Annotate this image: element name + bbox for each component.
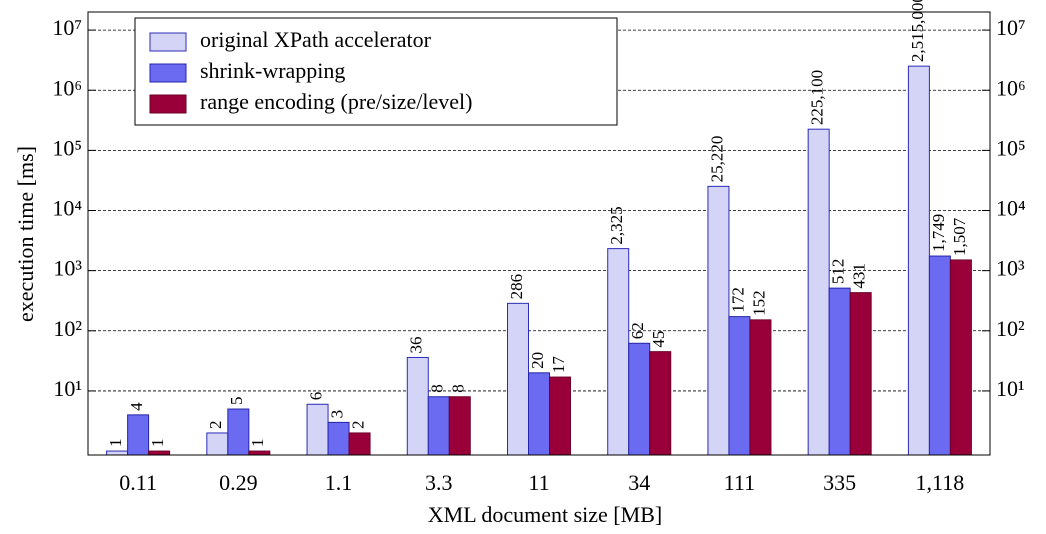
- data-label: 25,220: [707, 136, 726, 183]
- data-label: 1: [248, 439, 267, 448]
- data-label: 1,749: [929, 214, 948, 252]
- data-label: 2,515,000: [908, 0, 927, 62]
- plot-frame: [87, 11, 991, 456]
- legend-box: [134, 17, 618, 126]
- bar: [327, 421, 350, 456]
- x-tick-label: 1.1: [325, 470, 353, 495]
- legend-label: shrink-wrapping: [200, 58, 345, 83]
- bar: [348, 432, 371, 456]
- y-tick-label: 10²: [53, 316, 82, 341]
- x-tick-label: 1,118: [916, 470, 965, 495]
- bar: [248, 450, 271, 456]
- y-tick-label-right: 10³: [996, 256, 1025, 281]
- y-tick-label: 10⁷: [52, 15, 82, 40]
- data-label: 225,100: [808, 70, 827, 125]
- data-label: 2,325: [607, 206, 626, 244]
- data-label: 17: [549, 356, 568, 374]
- data-label: 4: [127, 402, 146, 411]
- data-label: 3: [327, 410, 346, 419]
- bar: [928, 255, 951, 456]
- data-label: 172: [728, 287, 747, 313]
- bar: [406, 356, 429, 456]
- data-label: 1: [148, 439, 167, 448]
- y-tick-label-right: 10⁴: [996, 196, 1026, 221]
- y-tick-label-right: 10⁷: [996, 15, 1026, 40]
- bar: [448, 396, 471, 456]
- bar: [728, 316, 751, 456]
- bar: [707, 185, 730, 456]
- data-label: 62: [628, 322, 647, 339]
- y-tick-label: 10⁵: [52, 135, 82, 160]
- bar: [907, 65, 930, 456]
- legend-swatch: [149, 94, 187, 114]
- x-tick-label: 0.11: [119, 470, 157, 495]
- data-label: 6: [306, 392, 325, 401]
- data-label: 1,507: [950, 217, 969, 256]
- x-axis-label: XML document size [MB]: [428, 502, 662, 527]
- y-axis-label: execution time [ms]: [13, 146, 38, 322]
- bar: [807, 128, 830, 456]
- bar: [227, 408, 250, 456]
- legend-label: original XPath accelerator: [200, 27, 432, 52]
- y-tick-label-right: 10⁶: [996, 75, 1026, 100]
- data-label: 20: [528, 352, 547, 369]
- data-label: 45: [649, 331, 668, 348]
- y-tick-label: 10³: [53, 256, 82, 281]
- bar: [528, 372, 550, 456]
- bar: [849, 292, 872, 456]
- y-tick-label-right: 10¹: [996, 376, 1025, 401]
- legend-swatch: [149, 63, 187, 83]
- data-label: 431: [850, 263, 869, 289]
- x-tick-label: 3.3: [425, 470, 453, 495]
- x-tick-label: 111: [724, 470, 755, 495]
- x-tick-label: 34: [628, 470, 650, 495]
- bar: [148, 450, 171, 456]
- x-tick-label: 0.29: [219, 470, 258, 495]
- bar: [628, 342, 651, 456]
- x-tick-label: 335: [823, 470, 856, 495]
- data-label: 8: [428, 384, 447, 393]
- data-label: 152: [749, 290, 768, 316]
- bar: [427, 396, 450, 456]
- data-label: 2: [206, 420, 225, 429]
- bar: [507, 302, 529, 456]
- bar: [206, 432, 229, 456]
- bar: [549, 376, 571, 456]
- data-label: 5: [227, 397, 246, 406]
- data-label: 286: [507, 274, 526, 300]
- bar: [607, 248, 630, 456]
- bar: [949, 259, 972, 456]
- data-label: 36: [407, 336, 426, 353]
- bar: [749, 319, 772, 456]
- y-tick-label: 10¹: [53, 376, 82, 401]
- y-tick-label-right: 10²: [996, 316, 1025, 341]
- bar: [127, 414, 150, 456]
- x-tick-label: 11: [528, 470, 549, 495]
- y-tick-label: 10⁴: [52, 196, 82, 221]
- y-tick-label: 10⁶: [52, 75, 82, 100]
- data-label: 2: [348, 420, 367, 429]
- legend-label: range encoding (pre/size/level): [200, 89, 472, 114]
- data-label: 8: [449, 384, 468, 393]
- bar: [649, 351, 672, 456]
- data-label: 512: [829, 259, 848, 285]
- y-tick-label-right: 10⁵: [996, 135, 1026, 160]
- data-label: 1: [106, 439, 125, 448]
- legend-swatch: [149, 32, 187, 52]
- bar: [828, 287, 851, 456]
- bar: [306, 403, 329, 456]
- bar: [106, 450, 129, 456]
